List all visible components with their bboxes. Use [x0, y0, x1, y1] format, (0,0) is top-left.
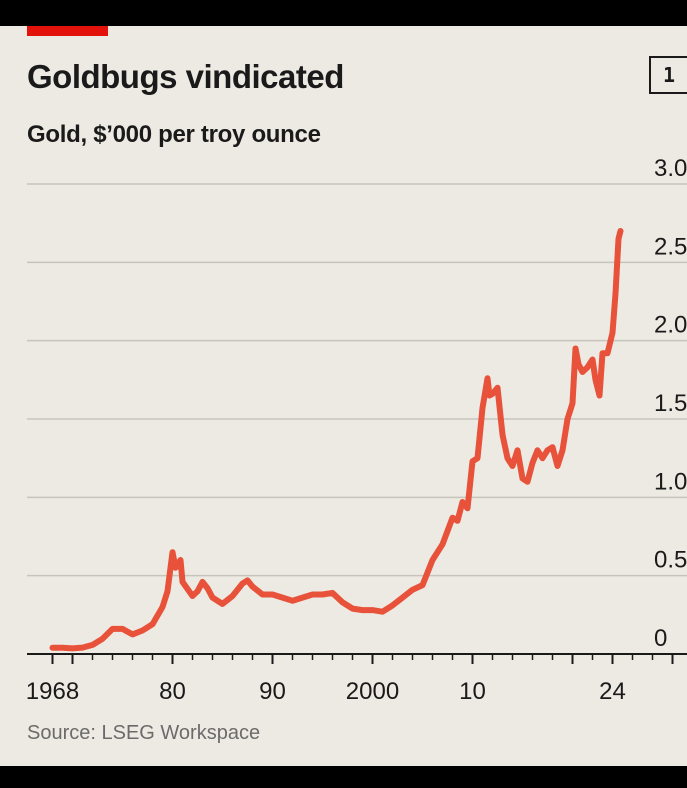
source-note: Source: LSEG Workspace [27, 722, 261, 744]
y-tick-label: 0 [654, 625, 667, 652]
y-tick-label: 2.5 [654, 233, 687, 260]
chart-panel: Goldbugs vindicated 1 Gold, $’000 per tr… [0, 26, 687, 766]
gridlines [27, 183, 687, 577]
y-tick-label: 3.0 [654, 155, 687, 182]
x-tick-label: 80 [159, 678, 186, 705]
gold-price-line [49, 228, 624, 652]
x-tick-label: 2000 [346, 678, 399, 705]
x-axis: 1968 80 90 2000 10 24 [26, 653, 687, 705]
chart-subtitle: Gold, $’000 per troy ounce [27, 121, 321, 148]
x-tick-label: 90 [259, 678, 286, 705]
y-axis-labels: 0 0.5 1.0 1.5 2.0 2.5 3.0 [654, 155, 687, 652]
x-tick-label: 24 [599, 678, 626, 705]
brand-tag [27, 26, 108, 36]
y-tick-label: 2.0 [654, 312, 687, 339]
x-tick-label: 1968 [26, 678, 79, 705]
gold-price-chart: 0 0.5 1.0 1.5 2.0 2.5 3.0 1968 80 90 2000 10 24 [26, 155, 687, 705]
y-tick-label: 1.0 [654, 468, 687, 495]
chart-title: Goldbugs vindicated [27, 58, 344, 95]
y-tick-label: 1.5 [654, 390, 687, 417]
x-tick-label: 10 [459, 678, 486, 705]
y-tick-label: 0.5 [654, 547, 687, 574]
series-layer [49, 228, 624, 652]
chart-number-badge: 1 [649, 56, 687, 94]
